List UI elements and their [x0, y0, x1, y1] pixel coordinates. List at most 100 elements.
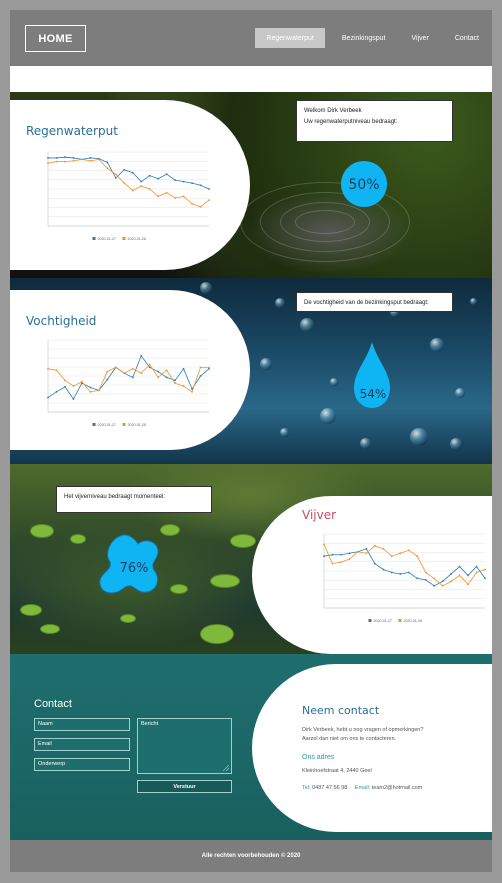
- rain-series-point: [199, 205, 202, 208]
- moist-series-line-2: [47, 363, 209, 393]
- pond-series-point: [323, 555, 325, 558]
- rain-series-point: [47, 157, 49, 159]
- moist-level-text: 54%: [360, 387, 387, 401]
- email-value[interactable]: team2@hotmail.com: [371, 785, 423, 791]
- pond-series-point: [323, 543, 325, 546]
- section-vochtigheid: Vochtigheid 2020-01-27 2020-01-28 De voch…: [10, 278, 492, 464]
- moist-series-point: [140, 372, 143, 375]
- rain-card: [10, 100, 250, 270]
- nav-item-vijver[interactable]: Vijver: [411, 34, 429, 42]
- moist-legend-label-2: 2020-01-28: [128, 423, 146, 427]
- pond-message: Het vijverniveau bedraagt momenteel:: [64, 494, 166, 500]
- pond-series-point: [467, 583, 469, 586]
- pond-series-point: [458, 574, 461, 577]
- blob-shape-icon: [99, 534, 159, 594]
- rain-series-point: [123, 168, 126, 171]
- moist-series-point: [165, 376, 168, 379]
- rain-level-gauge: 50%: [341, 161, 387, 207]
- pond-series-point: [331, 553, 334, 556]
- nav-item-regenwaterput[interactable]: Regenwaterput: [255, 28, 325, 48]
- moist-series-point: [165, 369, 168, 372]
- home-button[interactable]: HOME: [25, 25, 86, 52]
- neem-contact-line-2: Aarzel dan niet om ons te contacteren.: [302, 736, 397, 743]
- pond-chart: 2020-01-27 2020-01-28: [306, 530, 491, 630]
- pond-series-point: [340, 561, 342, 564]
- neem-contact-line-1: Dirk Verbeek, hebt u nog vragen of opmer…: [302, 727, 424, 733]
- moist-series-point: [114, 366, 117, 369]
- moist-series-point: [123, 372, 126, 375]
- contact-title: Contact: [34, 698, 72, 710]
- rain-series-point: [199, 184, 202, 187]
- rain-series-point: [148, 188, 151, 190]
- pond-series-point: [348, 558, 351, 561]
- pond-series-point: [340, 553, 342, 556]
- moist-series-point: [199, 375, 202, 377]
- pond-series-point: [433, 584, 436, 587]
- rain-series-point: [174, 196, 177, 199]
- email-input[interactable]: Email: [34, 738, 130, 751]
- rain-series-point: [131, 189, 134, 192]
- pond-series-point: [382, 547, 385, 550]
- rain-series-point: [131, 171, 134, 174]
- rain-series-point: [174, 179, 177, 182]
- rain-series-point: [64, 160, 66, 163]
- rain-level-text: 50%: [348, 177, 379, 193]
- nav-item-contact[interactable]: Contact: [454, 34, 479, 42]
- submit-button[interactable]: Verstuur: [137, 780, 232, 793]
- rain-series-point: [182, 195, 185, 198]
- moist-series-point: [131, 367, 134, 370]
- resize-handle-icon[interactable]: [223, 765, 229, 771]
- moist-series-point: [157, 376, 160, 379]
- moist-series-point: [55, 369, 58, 372]
- pond-series-line-2: [323, 544, 486, 587]
- pond-series-point: [407, 549, 410, 552]
- moist-series-point: [89, 386, 92, 389]
- rain-series-point: [89, 159, 92, 162]
- moist-series-point: [89, 390, 92, 393]
- neem-contact-title: Neem contact: [302, 704, 380, 717]
- email-label: Email:: [354, 785, 371, 791]
- pond-legend-swatch-1: [368, 619, 372, 622]
- rain-series-point: [80, 158, 83, 161]
- pond-series-point: [484, 577, 486, 580]
- moist-legend-swatch-1: [92, 423, 96, 426]
- moist-series-point: [148, 363, 151, 366]
- rain-series-point: [106, 161, 109, 164]
- rain-series-point: [208, 188, 210, 190]
- moist-series-point: [140, 354, 143, 357]
- subject-input[interactable]: Onderwerp: [34, 758, 130, 771]
- pond-series-point: [433, 577, 436, 580]
- moist-series-point: [106, 370, 109, 373]
- rain-series-point: [208, 199, 210, 201]
- section-contact: Contact Naam Email Onderwerp Bericht Ver…: [10, 654, 492, 840]
- moist-series-point: [148, 366, 151, 369]
- rain-legend-label-1: 2020-01-27: [98, 237, 116, 241]
- rain-legend-label-2: 2020-01-28: [128, 237, 146, 241]
- rain-series-point: [64, 156, 66, 159]
- pond-series-point: [441, 580, 444, 583]
- rain-series-point: [140, 180, 143, 183]
- rain-series-point: [97, 158, 100, 161]
- pond-series-point: [475, 571, 478, 574]
- rain-level-circle: [341, 161, 387, 207]
- rain-series-point: [123, 182, 126, 184]
- name-input[interactable]: Naam: [34, 718, 130, 731]
- moist-series-point: [64, 385, 66, 388]
- rain-series-line-2: [47, 158, 210, 208]
- address-text: Kleinhoefstraat 4, 2440 Geel: [302, 768, 372, 774]
- moist-series-point: [208, 367, 210, 370]
- message-textarea[interactable]: Bericht: [137, 718, 232, 774]
- rain-series-point: [140, 185, 143, 187]
- moist-legend-label-1: 2020-01-27: [98, 423, 116, 427]
- moist-chart-svg: 2020-01-27 2020-01-28: [47, 339, 210, 427]
- rain-series-point: [55, 160, 58, 163]
- pond-level-text: 76%: [120, 561, 149, 576]
- tel-value[interactable]: 0487 47 56 98: [312, 785, 348, 791]
- pond-info-box: Het vijverniveau bedraagt momenteel:: [56, 486, 212, 513]
- pond-series-point: [416, 555, 419, 558]
- neem-contact-card: [252, 664, 492, 832]
- neem-contact-text: Dirk Verbeek, hebt u nog vragen of opmer…: [302, 726, 423, 745]
- nav-item-bezinkingsput[interactable]: Bezinkingsput: [341, 34, 386, 42]
- pond-series-point: [475, 565, 478, 568]
- moist-series-point: [174, 382, 177, 385]
